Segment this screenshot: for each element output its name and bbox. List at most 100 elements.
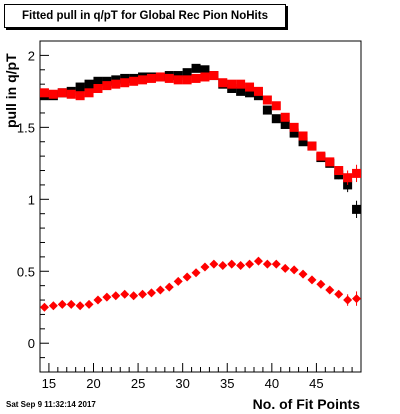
y-tick-label: 1.5 (17, 120, 35, 135)
data-point (48, 301, 58, 311)
data-point (191, 268, 201, 278)
data-point (253, 86, 263, 96)
data-point (289, 265, 299, 275)
data-point (164, 73, 174, 83)
data-point (316, 151, 326, 161)
data-point (352, 204, 362, 214)
data-point (280, 119, 290, 129)
data-point (298, 269, 308, 279)
data-point (289, 122, 299, 132)
data-point (227, 259, 237, 269)
data-point (138, 289, 148, 299)
data-point (120, 78, 130, 88)
x-tick-label: 20 (86, 376, 100, 391)
data-point (66, 299, 76, 309)
data-point (155, 72, 165, 82)
data-point (93, 76, 103, 86)
y-tick-label: 0.5 (17, 264, 35, 279)
data-point (57, 88, 67, 98)
data-point (182, 272, 192, 282)
series-2 (39, 256, 362, 312)
data-point (200, 65, 210, 75)
data-point (102, 292, 112, 302)
data-point (307, 141, 317, 151)
y-tick-label: 0 (28, 336, 35, 351)
data-point (182, 68, 192, 78)
data-point (236, 261, 246, 271)
data-point (129, 76, 139, 86)
data-point (164, 282, 174, 292)
data-point (75, 82, 85, 92)
data-point (48, 89, 58, 99)
data-point (191, 63, 201, 73)
y-tick-label: 2 (28, 48, 35, 63)
data-point (236, 86, 246, 96)
data-point (343, 295, 353, 305)
x-tick-label: 15 (42, 376, 56, 391)
data-point (57, 299, 67, 309)
data-point (209, 71, 219, 81)
data-point (325, 157, 335, 167)
y-axis-label: pull in q/pT (3, 53, 19, 128)
x-axis-label: No. of Fit Points (252, 396, 360, 412)
data-point (280, 112, 290, 122)
x-tick-label: 30 (175, 376, 189, 391)
data-point (298, 137, 308, 147)
title-box: Fitted pull in q/pT for Global Rec Pion … (4, 4, 286, 28)
data-point (75, 91, 85, 101)
data-point (93, 295, 103, 305)
data-point (182, 75, 192, 85)
data-point (316, 279, 326, 289)
y-tick-label: 1 (28, 192, 35, 207)
footer-timestamp: Sat Sep 9 11:32:14 2017 (6, 400, 96, 409)
data-point (173, 276, 183, 286)
data-point (93, 83, 103, 93)
data-point (129, 291, 139, 301)
data-point (245, 88, 255, 98)
data-point (75, 301, 85, 311)
axis-ticks: 15 20 25 30 35 40 45 0 0.5 1 1.5 2 (17, 40, 362, 391)
x-tick-label: 35 (220, 376, 234, 391)
data-point (173, 75, 183, 85)
data-point (271, 101, 281, 111)
data-point (298, 131, 308, 141)
data-point (218, 261, 228, 271)
data-point (227, 79, 237, 89)
data-point (146, 288, 156, 298)
data-point (200, 262, 210, 272)
data-point (262, 259, 272, 269)
data-point (218, 78, 228, 88)
x-tick-label: 25 (131, 376, 145, 391)
data-point (84, 88, 94, 98)
series-1 (39, 71, 362, 185)
data-point (146, 73, 156, 83)
data-point (191, 73, 201, 83)
series-0 (39, 63, 362, 219)
data-point (289, 128, 299, 138)
data-point (334, 166, 344, 176)
data-point (66, 89, 76, 99)
data-point (236, 79, 246, 89)
data-point (84, 299, 94, 309)
data-point (343, 173, 353, 183)
data-point (334, 289, 344, 299)
data-point (111, 291, 121, 301)
data-point (325, 285, 335, 295)
x-tick-label: 45 (309, 376, 323, 391)
data-point (39, 88, 49, 98)
data-point (352, 168, 362, 178)
data-point (209, 259, 219, 269)
data-point (102, 81, 112, 91)
data-point (271, 259, 281, 269)
data-point (271, 114, 281, 124)
data-point (155, 285, 165, 295)
data-point (39, 302, 49, 312)
data-point (262, 95, 272, 105)
data-point (200, 72, 210, 82)
data-point (120, 289, 130, 299)
data-point (138, 75, 148, 85)
data-point (352, 294, 362, 304)
data-point (245, 82, 255, 92)
data-point (262, 105, 272, 115)
